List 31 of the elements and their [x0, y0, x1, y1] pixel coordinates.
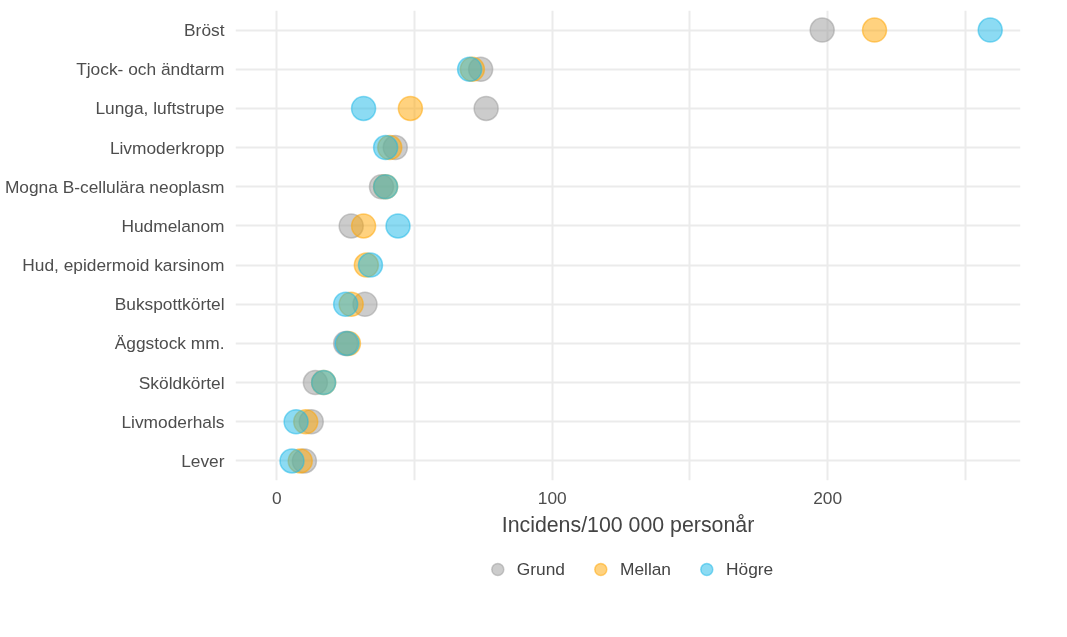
point [397, 95, 424, 122]
x-tick-label: 200 [813, 487, 843, 508]
point [385, 213, 411, 239]
x-tick-label: 100 [537, 487, 567, 508]
y-tick-label: Sköldkörtel [138, 372, 225, 393]
y-tick-label: Mogna B-cellulära neoplasm [4, 176, 225, 197]
point [332, 291, 359, 317]
y-tick-label: Bröst [184, 20, 225, 41]
y-tick-label: Lunga, luftstrupe [95, 98, 225, 119]
x-tick-label: 0 [272, 487, 282, 508]
point [279, 448, 305, 474]
y-tick-label: Lever [181, 450, 225, 471]
y-tick-label: Hudmelanom [121, 215, 225, 236]
point [350, 213, 377, 239]
point [861, 17, 888, 43]
y-tick-label: Äggstock mm. [114, 333, 225, 354]
point [473, 95, 499, 122]
point [372, 134, 399, 161]
y-tick-label: Livmoderhals [121, 411, 225, 432]
y-tick-label: Tjock- och ändtarm [76, 59, 225, 80]
legend-label: Mellan [619, 558, 672, 580]
x-axis-title: Incidens/100 000 personår [501, 512, 755, 537]
point [350, 95, 377, 122]
y-tick-label: Bukspottkörtel [114, 294, 225, 315]
legend-label: Högre [726, 558, 774, 580]
point [809, 17, 835, 43]
y-tick-label: Livmoderkropp [109, 137, 225, 158]
point [977, 17, 1003, 43]
legend-label: Grund [516, 558, 565, 580]
point [283, 409, 309, 435]
y-tick-label: Hud, epidermoid karsinom [22, 255, 225, 276]
